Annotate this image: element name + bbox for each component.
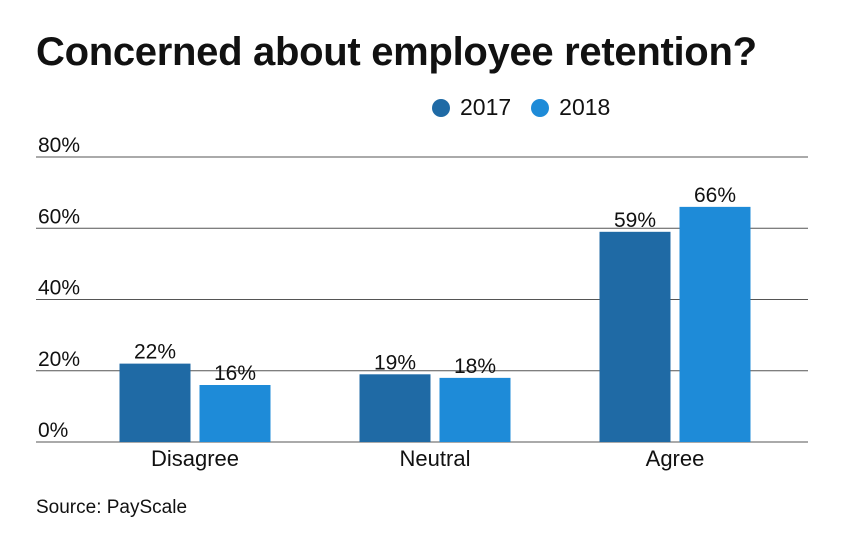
data-label-2017-neutral: 19% <box>374 351 416 374</box>
bar-2017-agree <box>599 231 671 442</box>
legend-label-2017: 2017 <box>460 94 512 120</box>
y-tick-label: 0% <box>38 419 68 442</box>
legend-swatch-2018 <box>531 98 550 117</box>
data-label-2017-agree: 59% <box>614 209 656 232</box>
legend-label-2018: 2018 <box>559 94 611 120</box>
chart-legend: 2017 2018 <box>432 94 630 121</box>
bar-chart: 0% 20% 40% 60% 80% 22% 16% Disagree 19% 18% Neutra… <box>36 134 808 471</box>
x-tick-label: Neutral <box>400 446 471 471</box>
legend-swatch-2017 <box>432 98 450 117</box>
data-label-2018-neutral: 18% <box>454 355 496 378</box>
chart-title: Concerned about employee retention? <box>36 30 757 74</box>
y-tick-label: 60% <box>38 205 80 228</box>
bar-2018-disagree <box>199 385 271 442</box>
y-tick-label: 40% <box>38 277 80 300</box>
bar-2017-neutral <box>359 374 431 442</box>
data-label-2018-disagree: 16% <box>214 362 256 385</box>
bar-2017-disagree <box>119 363 191 442</box>
x-tick-label: Disagree <box>151 446 239 471</box>
data-label-2017-disagree: 22% <box>134 341 176 364</box>
x-tick-label: Agree <box>646 446 705 471</box>
y-tick-label: 20% <box>38 348 80 371</box>
legend-item-2018: 2018 <box>531 94 610 121</box>
bar-2018-agree <box>679 206 751 442</box>
bar-2018-neutral <box>439 377 511 442</box>
data-label-2018-agree: 66% <box>694 184 736 207</box>
legend-item-2017: 2017 <box>432 94 511 121</box>
source-note: Source: PayScale <box>36 497 188 518</box>
y-tick-label: 80% <box>38 134 80 157</box>
